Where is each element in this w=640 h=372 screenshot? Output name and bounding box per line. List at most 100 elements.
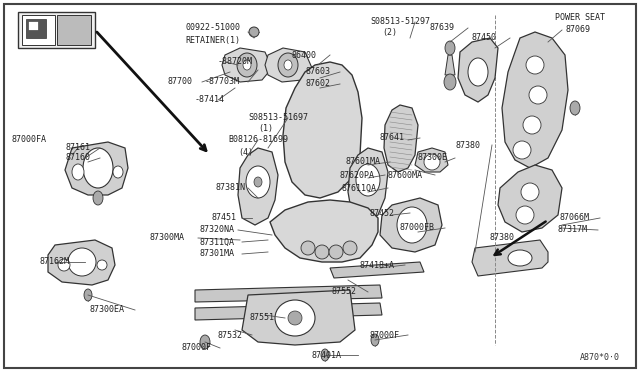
Text: -87414: -87414: [195, 96, 225, 105]
Text: 87450: 87450: [472, 33, 497, 42]
Text: 87000FA: 87000FA: [12, 135, 47, 144]
Ellipse shape: [424, 154, 440, 170]
Polygon shape: [222, 48, 272, 82]
Text: 87000F: 87000F: [182, 343, 212, 353]
Ellipse shape: [444, 74, 456, 90]
Polygon shape: [283, 62, 362, 198]
Text: 87620PA: 87620PA: [340, 170, 375, 180]
Polygon shape: [242, 290, 355, 345]
Text: 87301MA: 87301MA: [200, 250, 235, 259]
Polygon shape: [502, 32, 568, 168]
Polygon shape: [65, 142, 128, 195]
Ellipse shape: [468, 58, 488, 86]
Text: 87532: 87532: [218, 330, 243, 340]
Text: A870*0·0: A870*0·0: [580, 353, 620, 362]
Text: S08513-51297: S08513-51297: [370, 17, 430, 26]
Text: 87311QA: 87311QA: [200, 237, 235, 247]
Ellipse shape: [249, 27, 259, 37]
Text: 87552: 87552: [332, 288, 357, 296]
Text: 87551: 87551: [250, 314, 275, 323]
Text: 87603: 87603: [305, 67, 330, 77]
Polygon shape: [57, 15, 91, 45]
Text: RETAINER(1): RETAINER(1): [185, 35, 240, 45]
Polygon shape: [238, 148, 278, 225]
Ellipse shape: [343, 241, 357, 255]
Polygon shape: [380, 198, 442, 252]
Text: (2): (2): [382, 29, 397, 38]
Text: POWER SEAT: POWER SEAT: [555, 13, 605, 22]
Polygon shape: [330, 262, 424, 278]
Text: (1): (1): [258, 124, 273, 132]
Ellipse shape: [570, 101, 580, 115]
Ellipse shape: [246, 166, 270, 198]
Ellipse shape: [83, 148, 113, 188]
Text: 87601MA: 87601MA: [345, 157, 380, 167]
Polygon shape: [384, 105, 418, 172]
Text: 87451: 87451: [212, 214, 237, 222]
Polygon shape: [48, 240, 115, 285]
Ellipse shape: [371, 334, 379, 346]
Text: 87641: 87641: [380, 134, 405, 142]
Text: 87000FB: 87000FB: [400, 224, 435, 232]
Text: 87300EA: 87300EA: [90, 305, 125, 314]
Text: 87380: 87380: [455, 141, 480, 150]
Ellipse shape: [356, 164, 380, 196]
Text: 87000F: 87000F: [370, 330, 400, 340]
Text: 87300MA: 87300MA: [150, 234, 185, 243]
Polygon shape: [195, 303, 382, 320]
Ellipse shape: [288, 311, 302, 325]
Ellipse shape: [278, 53, 298, 77]
Ellipse shape: [243, 60, 251, 70]
Text: 00922-51000: 00922-51000: [185, 23, 240, 32]
Text: 87602: 87602: [305, 80, 330, 89]
Ellipse shape: [113, 166, 123, 178]
Polygon shape: [26, 19, 46, 38]
Polygon shape: [195, 285, 382, 302]
Ellipse shape: [521, 183, 539, 201]
Ellipse shape: [516, 206, 534, 224]
Polygon shape: [415, 148, 448, 172]
Text: 87160: 87160: [65, 154, 90, 163]
Text: 87401A: 87401A: [312, 350, 342, 359]
Text: 87380: 87380: [490, 234, 515, 243]
Ellipse shape: [523, 116, 541, 134]
Ellipse shape: [72, 164, 84, 180]
Text: -88720M: -88720M: [218, 58, 253, 67]
Ellipse shape: [315, 245, 329, 259]
Text: 87418+A: 87418+A: [360, 260, 395, 269]
Ellipse shape: [254, 177, 262, 187]
Ellipse shape: [58, 259, 70, 271]
Text: 87611QA: 87611QA: [342, 183, 377, 192]
Polygon shape: [28, 21, 38, 30]
Ellipse shape: [68, 248, 96, 276]
Ellipse shape: [284, 60, 292, 70]
Ellipse shape: [84, 289, 92, 301]
Ellipse shape: [526, 56, 544, 74]
Ellipse shape: [508, 250, 532, 266]
Ellipse shape: [200, 335, 210, 349]
Text: 87700: 87700: [168, 77, 193, 87]
Text: 87069: 87069: [565, 26, 590, 35]
Ellipse shape: [237, 53, 257, 77]
Text: (4): (4): [238, 148, 253, 157]
Ellipse shape: [529, 86, 547, 104]
Text: 87066M: 87066M: [560, 214, 590, 222]
Polygon shape: [472, 240, 548, 276]
Text: 87300E: 87300E: [418, 154, 448, 163]
Text: S08513-51697: S08513-51697: [248, 113, 308, 122]
Polygon shape: [265, 48, 312, 82]
Ellipse shape: [445, 41, 455, 55]
Ellipse shape: [329, 245, 343, 259]
Text: 87381N: 87381N: [215, 183, 245, 192]
Text: 87317M: 87317M: [558, 225, 588, 234]
Ellipse shape: [301, 241, 315, 255]
Polygon shape: [22, 15, 55, 45]
Text: 86400: 86400: [292, 51, 317, 60]
Polygon shape: [348, 148, 388, 222]
Text: -87703M: -87703M: [205, 77, 240, 87]
Ellipse shape: [397, 207, 427, 243]
Text: 87320NA: 87320NA: [200, 225, 235, 234]
Text: 87452: 87452: [370, 208, 395, 218]
Ellipse shape: [513, 141, 531, 159]
Polygon shape: [458, 38, 498, 102]
